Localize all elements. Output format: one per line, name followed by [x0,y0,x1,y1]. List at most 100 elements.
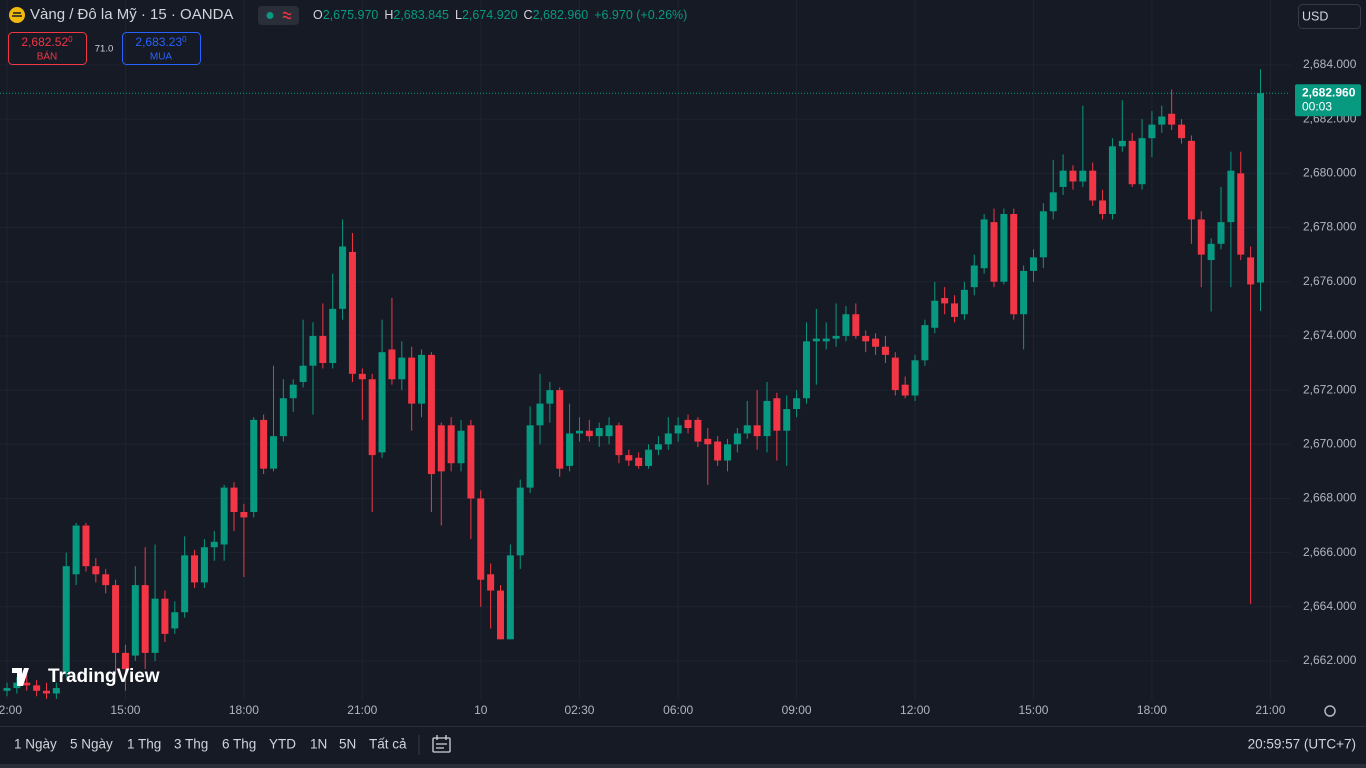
candle-body [783,409,791,431]
candle-body [348,251,356,374]
sell-price-main: 2,682.52 [21,35,68,49]
candle-body [447,425,455,464]
range-button[interactable]: 5 Ngày [70,737,113,752]
candle-body [832,335,840,339]
candle-body [684,419,692,429]
candle-body [1089,170,1097,201]
last-price-label: 2,682.960 [1302,85,1356,99]
symbol-icon[interactable] [9,7,25,23]
y-tick-label: 2,668.000 [1303,491,1357,505]
candle-body [230,487,238,512]
y-tick-label: 2,680.000 [1303,166,1357,180]
candle-body [980,219,988,269]
candle-body [408,357,416,404]
range-button[interactable]: YTD [269,737,296,752]
candle-body [743,425,751,434]
candle-body [62,566,70,672]
market-open-dot [266,12,274,19]
logo-text[interactable]: TradingView [48,666,160,687]
range-button[interactable]: 1 Thg [127,737,161,752]
candle-body [842,314,850,336]
candle-body [102,574,110,586]
candle-body [812,338,820,342]
ohlc-key: H [384,8,393,22]
range-button[interactable]: Tất cả [369,737,407,752]
icon-frame [432,737,451,753]
candle-body [1237,173,1245,255]
candle-body [299,365,307,382]
candle-body [210,541,218,548]
candle-body [121,652,129,670]
x-tick-label: 02:30 [564,703,594,717]
x-tick-label: 18:00 [1137,703,1167,717]
x-tick-label: 21:00 [1255,703,1285,717]
candle-body [42,690,50,694]
candle-body [822,338,830,342]
currency-button[interactable] [1298,4,1361,29]
candle-body [181,555,189,613]
candle-body [1069,170,1077,182]
toolbar: 1 Ngày 5 Ngày 1 Thg 3 Thg 6 Thg YTD 1N 5N Tất cả [14,737,407,752]
candle-body [1158,116,1166,125]
y-tick-label: 2,678.000 [1303,220,1357,234]
range-button[interactable]: 1 Ngày [14,737,57,752]
candle-body [763,400,771,437]
candle-body [467,425,475,499]
date-range-icon[interactable] [432,735,451,753]
x-tick-label: 10 [474,703,488,717]
candle-body [546,390,554,404]
candle-body [427,354,435,475]
ohlc-value: 2,682.960 [533,8,589,22]
candle-body [279,398,287,437]
candle-body [1187,140,1195,220]
candle-body [625,455,633,461]
status-pill[interactable] [258,6,299,25]
candle-body [250,419,258,512]
candle-body [457,430,465,464]
symbol-title[interactable]: Vàng / Đô la Mỹ · 15 · OANDA [30,6,233,23]
candle-body [872,338,880,347]
y-tick-label: 2,670.000 [1303,436,1357,450]
candle-body [1148,124,1156,139]
candle-body [23,682,31,686]
delay-icon [282,11,292,20]
x-tick-label: 09:00 [782,703,812,717]
candle-body [733,433,741,445]
candle-body [1178,124,1186,139]
settings-icon[interactable] [1324,705,1336,717]
candle-body [358,373,366,380]
sell-price-sup: 0 [68,35,73,44]
candle-body [506,555,514,640]
x-tick-label: 06:00 [663,703,693,717]
candle-body [161,598,169,634]
range-button[interactable]: 6 Thg [222,737,256,752]
candle-body [269,436,277,469]
candle-body [970,265,978,288]
range-button[interactable]: 1N [310,737,327,752]
candle-body [1118,140,1126,147]
x-tick-label: 15:00 [1018,703,1048,717]
candle-body [566,433,574,466]
y-tick-label: 2,666.000 [1303,545,1357,559]
candle-body [911,360,919,396]
candle-body [1108,146,1116,215]
candle-body [240,511,248,518]
buy-price-main: 2,683.23 [135,35,182,49]
candle-body [1217,222,1225,244]
candle-body [398,357,406,380]
candle-body [1059,170,1067,187]
candle-body [3,688,11,691]
range-button[interactable]: 5N [339,737,356,752]
spread: 71.0 [95,44,114,55]
candle-body [951,303,959,317]
candle-body [941,297,949,304]
range-button[interactable]: 3 Thg [174,737,208,752]
candle-body [1207,243,1215,261]
sell-button[interactable] [8,32,87,65]
candle-body [526,425,534,488]
buy-button[interactable] [122,32,201,65]
ohlc-value: 2,674.920 [462,8,518,22]
candle-body [378,352,386,453]
